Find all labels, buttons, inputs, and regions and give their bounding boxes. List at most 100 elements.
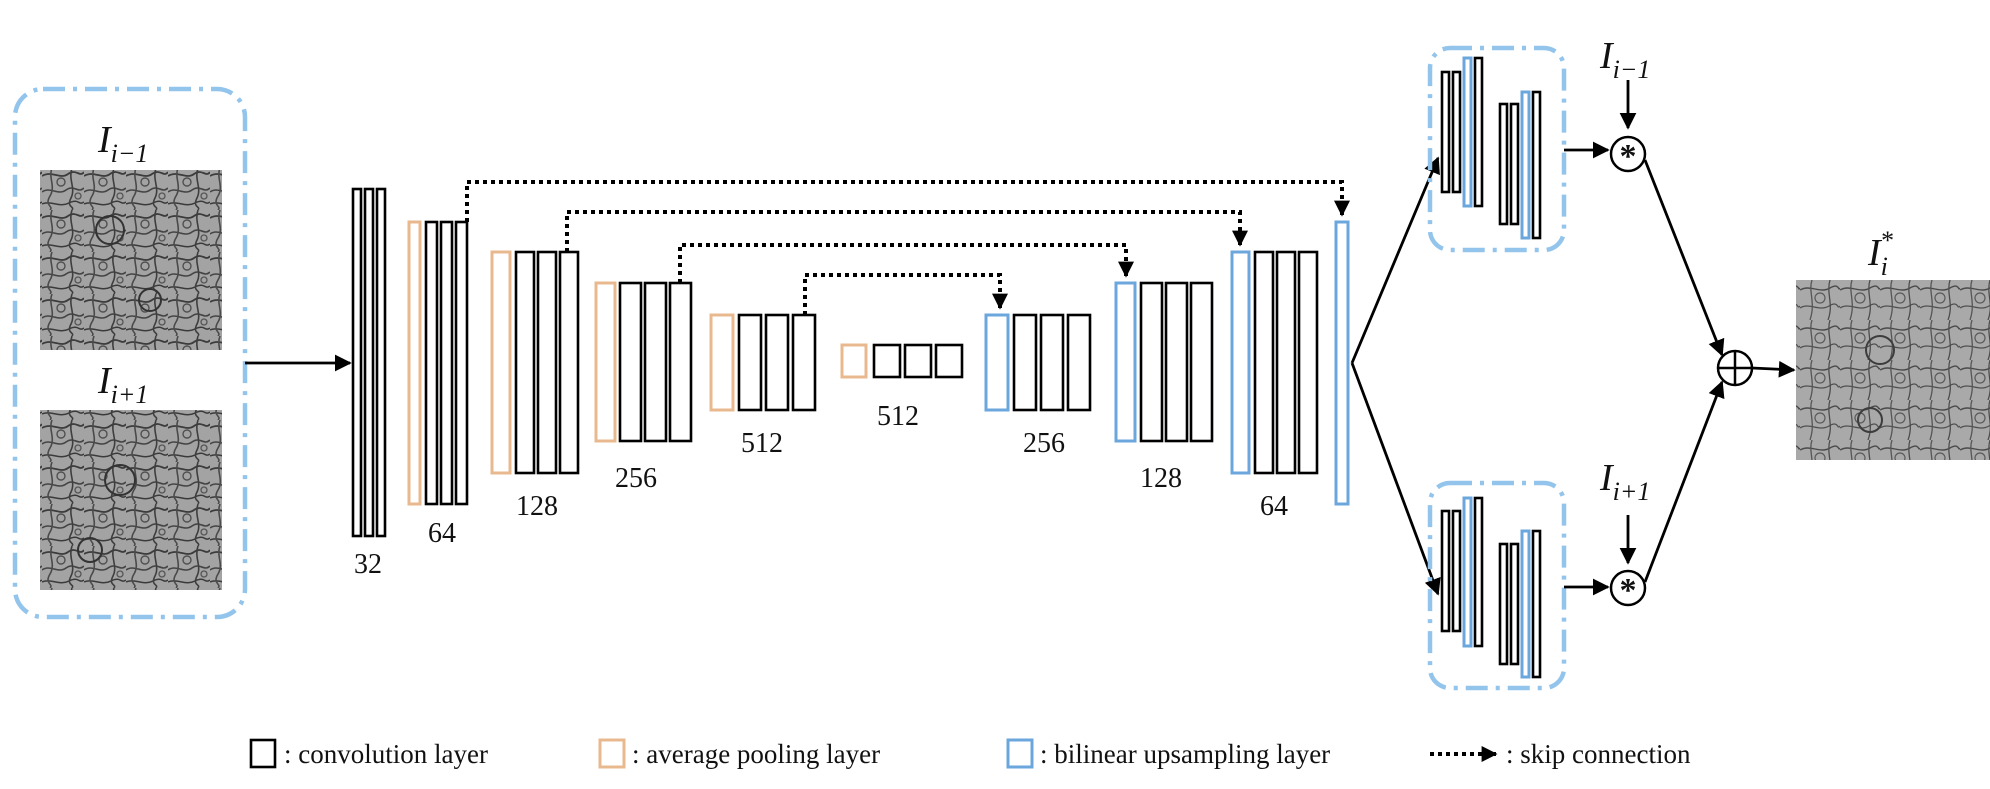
pool-layer <box>709 313 735 412</box>
merge-arrow-top <box>1643 159 1725 357</box>
merge-arrow-bottom <box>1643 380 1725 583</box>
asterisk-symbol: * <box>1620 138 1637 175</box>
conv-layer <box>1189 281 1214 443</box>
conv-layer <box>1164 281 1189 443</box>
output-arrow <box>1751 360 1796 378</box>
channel-label: 64 <box>1260 491 1288 522</box>
encoder-block-32: 32 <box>351 187 387 580</box>
encoder-block-512: 512 <box>709 313 817 459</box>
branch-bottom-dashed-box <box>1427 480 1567 691</box>
conv-layer <box>934 343 964 379</box>
output-image-organelle <box>1865 335 1895 365</box>
channel-label: 256 <box>615 463 657 494</box>
conv-layer <box>536 250 558 475</box>
upsample-layer <box>1114 281 1137 443</box>
conv-layer <box>1509 102 1520 226</box>
decoder-block-256: 256 <box>984 313 1092 459</box>
branch-top: Ii−1 * <box>1427 35 1650 253</box>
branch-bottom-input-label: Ii+1 <box>1599 457 1650 506</box>
conv-layer <box>1498 102 1509 226</box>
conv-layer <box>454 220 469 506</box>
input-image-bottom <box>40 410 222 590</box>
skip-connection-128 <box>565 210 1248 252</box>
channel-label: 128 <box>1140 463 1182 494</box>
legend-skip-label: : skip connection <box>1506 739 1691 769</box>
encoder-block-256: 256 <box>594 281 693 494</box>
upsample-layer <box>1462 496 1473 648</box>
conv-layer <box>1451 509 1462 633</box>
conv-layer <box>351 187 363 538</box>
pool-layer <box>594 281 617 443</box>
output-image-organelle <box>1857 407 1883 433</box>
output-group: Ii* <box>1796 226 1990 460</box>
channel-label: 512 <box>877 401 919 432</box>
conv-layer <box>1139 281 1164 443</box>
conv-layer <box>643 281 668 443</box>
conv-layer <box>764 313 790 412</box>
legend: : convolution layer : average pooling la… <box>249 738 1691 769</box>
pool-layer <box>490 250 512 475</box>
channel-label: 128 <box>516 491 558 522</box>
output-image <box>1796 280 1990 460</box>
bottleneck-block-512: 512 <box>840 343 964 432</box>
asterisk-circle-icon <box>1609 569 1647 607</box>
asterisk-circle-icon <box>1609 135 1647 173</box>
asterisk-symbol: * <box>1620 572 1637 609</box>
input-group: Ii−1 Ii+1 <box>12 86 248 620</box>
conv-layer <box>872 343 902 379</box>
input-image-top-organelle <box>138 288 162 312</box>
input-image-top <box>40 170 222 350</box>
input-label-bottom: Ii+1 <box>97 360 148 409</box>
conv-layer <box>424 220 439 506</box>
upsample-layer <box>1462 56 1473 208</box>
conv-layer <box>1531 529 1542 679</box>
conv-layer <box>1297 250 1319 475</box>
conv-layer <box>1275 250 1297 475</box>
skip-connection-64 <box>465 180 1350 222</box>
input-image-top-organelle <box>95 215 125 245</box>
input-image-bottom-organelle <box>77 537 103 563</box>
conv-layer <box>375 187 387 538</box>
upsample-layer <box>1520 529 1531 679</box>
upsample-layer <box>1334 220 1350 506</box>
pool-layer <box>407 220 422 506</box>
decoder-block-128: 128 <box>1114 281 1214 494</box>
conv-layer <box>1498 542 1509 666</box>
conv-layer <box>668 281 693 443</box>
conv-layer <box>791 313 817 412</box>
branch-top-input-label: Ii−1 <box>1599 35 1650 84</box>
encoder-block-64: 64 <box>407 220 469 549</box>
conv-layer <box>1451 70 1462 194</box>
conv-layer <box>737 313 763 412</box>
legend-up-label: : bilinear upsampling layer <box>1040 739 1330 769</box>
conv-layer <box>618 281 643 443</box>
output-label: Ii* <box>1867 226 1893 281</box>
conv-layer <box>903 343 933 379</box>
channel-label: 32 <box>354 549 382 580</box>
circled-plus-icon <box>1716 349 1754 387</box>
decoder-block-64: 64 <box>1230 250 1319 522</box>
pool-layer <box>840 343 868 379</box>
upsample-layer <box>1520 90 1531 240</box>
conv-layer <box>1509 542 1520 666</box>
branch-arrow-top <box>1350 156 1440 364</box>
conv-layer <box>1531 90 1542 240</box>
legend-up-swatch <box>1006 738 1034 769</box>
conv-layer <box>558 250 580 475</box>
conv-layer <box>1039 313 1065 412</box>
channel-label: 256 <box>1023 428 1065 459</box>
branch-top-dashed-box <box>1427 45 1567 253</box>
input-label-top: Ii−1 <box>97 119 148 168</box>
branch-bottom: Ii+1 * <box>1427 457 1650 691</box>
conv-layer <box>1440 70 1451 194</box>
conv-layer <box>363 187 375 538</box>
decoder-final-upsample <box>1334 220 1350 506</box>
legend-pool-label: : average pooling layer <box>632 739 880 769</box>
conv-layer <box>1012 313 1038 412</box>
conv-layer <box>1253 250 1275 475</box>
channel-label: 64 <box>428 518 456 549</box>
legend-pool-swatch <box>598 738 626 769</box>
conv-layer <box>1066 313 1092 412</box>
legend-conv-swatch <box>249 738 277 769</box>
branch-arrow-bottom <box>1350 362 1441 596</box>
